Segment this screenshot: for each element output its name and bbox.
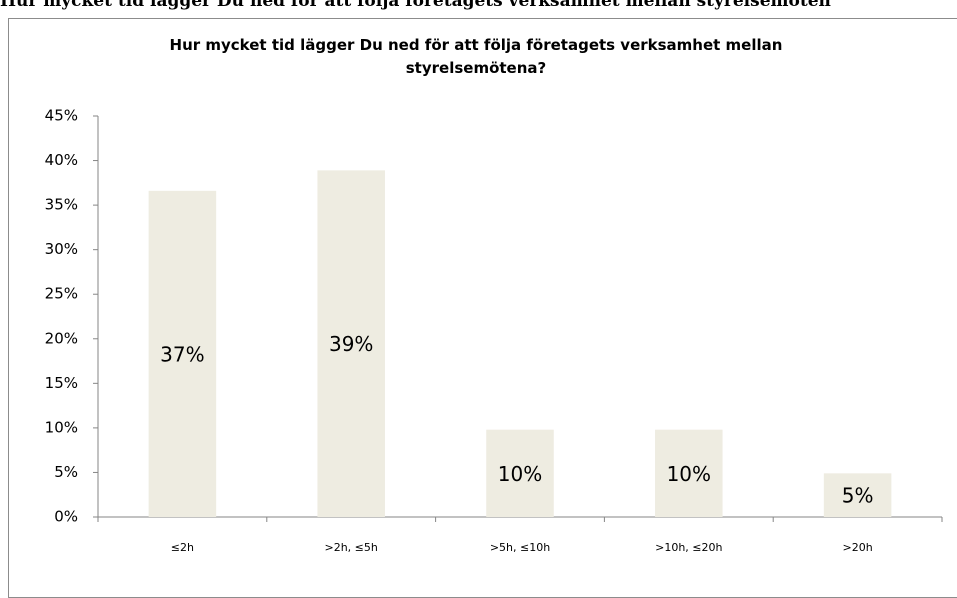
x-tick-label: ≤2h <box>171 541 194 554</box>
bar <box>486 429 554 517</box>
value-label: 10% <box>498 462 542 486</box>
y-tick-label: 10% <box>45 418 78 436</box>
y-tick-label: 20% <box>45 329 78 347</box>
bar <box>655 429 723 517</box>
chart: 0% 5% 10% 15% 20% 25% 30% 35% 40% 45% ≤2h 37% >2h, ≤… <box>45 107 943 554</box>
x-tick-label: >2h, ≤5h <box>325 541 378 554</box>
chart-title: Hur mycket tid lägger Du ned för att föl… <box>169 36 783 77</box>
x-tick-label: >10h, ≤20h <box>655 541 722 554</box>
x-tick-label: >5h, ≤10h <box>490 541 550 554</box>
value-label: 5% <box>842 484 874 508</box>
value-label: 39% <box>329 332 373 356</box>
bar <box>823 473 892 517</box>
bar <box>148 190 217 517</box>
y-tick-label: 25% <box>45 285 78 303</box>
heading: Hur mycket tid lägger Du ned för att föl… <box>0 0 831 11</box>
y-tick-label: 5% <box>54 463 78 481</box>
bar <box>317 170 385 517</box>
y-tick-label: 45% <box>45 107 78 125</box>
x-tick-label: >20h <box>843 541 873 554</box>
y-tick-label: 15% <box>45 374 78 392</box>
value-label: 37% <box>160 342 204 366</box>
y-tick-label: 30% <box>45 240 78 258</box>
y-tick-label: 0% <box>54 508 78 526</box>
value-label: 10% <box>667 462 711 486</box>
y-tick-label: 40% <box>45 151 78 169</box>
y-tick-label: 35% <box>45 196 78 214</box>
